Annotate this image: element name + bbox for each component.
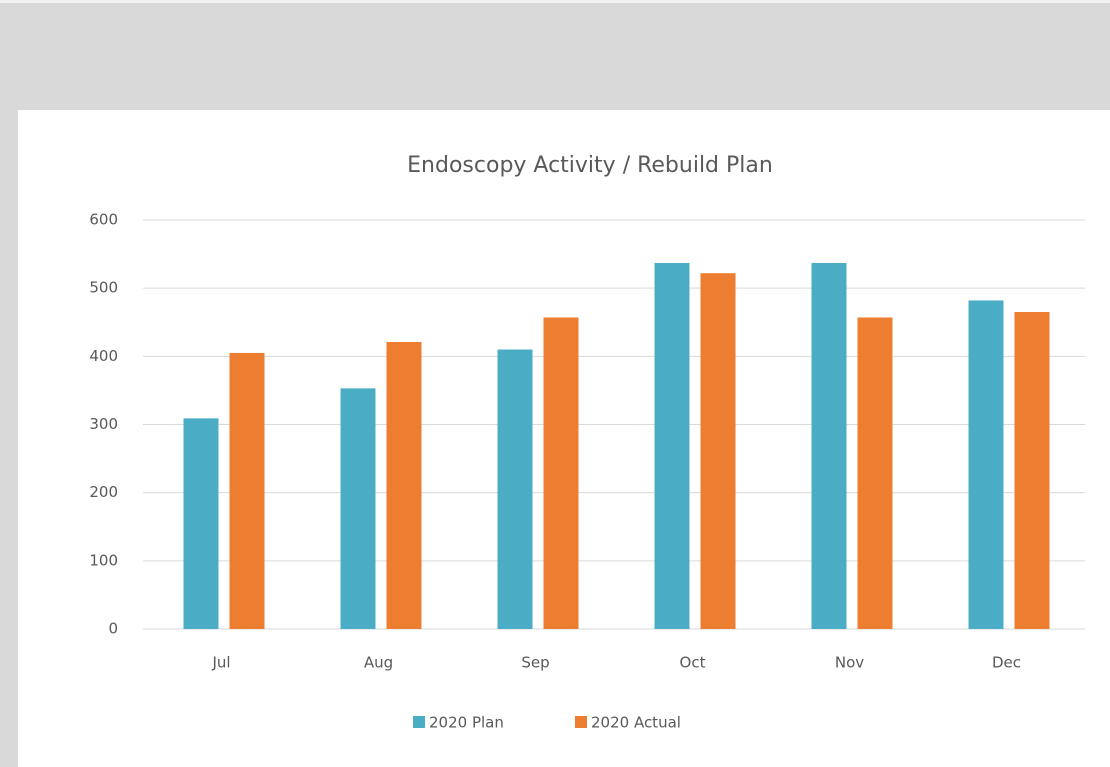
bar [811,262,847,629]
x-tick-label: Aug [364,654,393,672]
x-tick-label: Jul [211,654,230,672]
bar [497,349,533,629]
y-tick-label: 100 [89,551,118,569]
bar [386,342,422,629]
y-tick-label: 300 [89,415,118,433]
bar [1014,312,1050,629]
bar [183,418,219,629]
bar [700,273,736,629]
chart-title: Endoscopy Activity / Rebuild Plan [407,153,773,178]
bar [968,300,1004,629]
y-tick-label: 500 [89,279,118,297]
bar [857,317,893,629]
y-tick-label: 400 [89,347,118,365]
x-tick-label: Dec [992,654,1021,672]
y-tick-label: 600 [89,211,118,229]
bar [340,388,376,629]
bar [654,262,690,629]
bar [543,317,579,629]
legend-swatch [575,716,587,728]
legend-swatch [413,716,425,728]
y-tick-label: 200 [89,483,118,501]
legend-label: 2020 Plan [429,714,504,732]
bar [229,352,265,629]
x-tick-label: Sep [521,654,549,672]
legend-label: 2020 Actual [591,714,681,732]
x-tick-label: Nov [835,654,864,672]
top-edge [0,0,1110,3]
y-tick-label: 0 [108,620,118,638]
x-tick-label: Oct [680,654,706,672]
